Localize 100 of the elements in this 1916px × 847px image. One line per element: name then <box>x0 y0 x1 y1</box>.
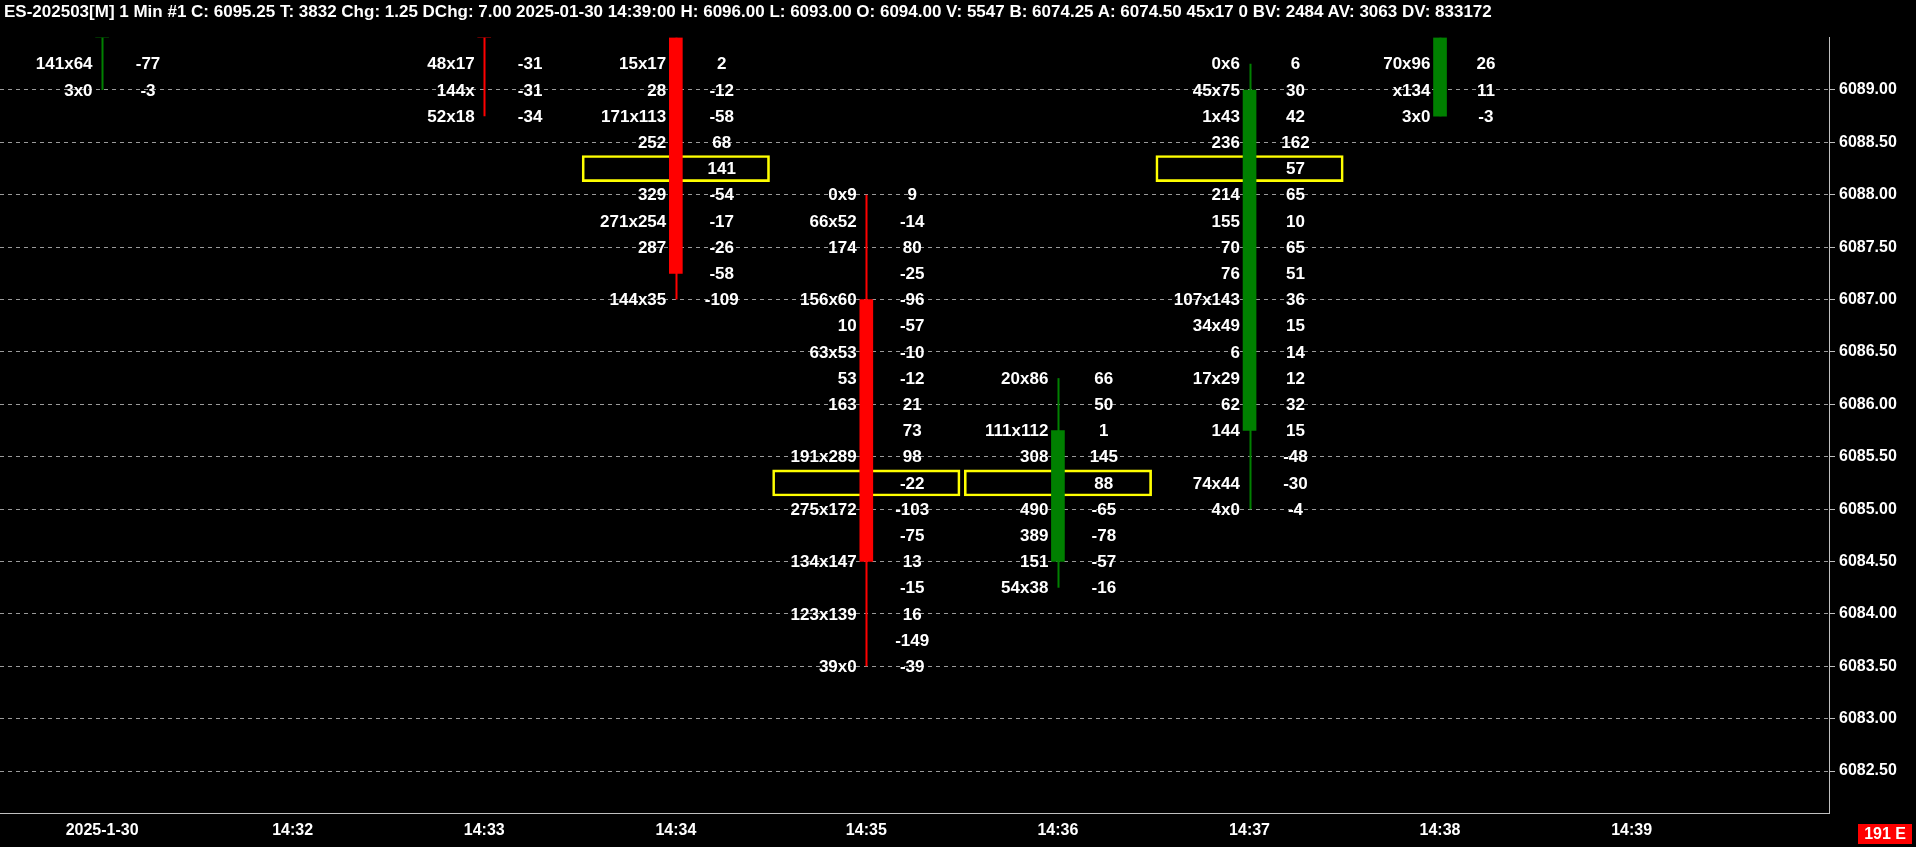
annotation: -16 <box>1091 578 1117 598</box>
annotation: 287 <box>637 237 667 257</box>
annotation: -78 <box>1091 526 1117 546</box>
annotation: 48x17 <box>427 54 475 74</box>
annotation: -109 <box>704 290 739 310</box>
annotation: 65 <box>1285 185 1305 205</box>
annotation: 70x96 <box>1383 54 1431 74</box>
annotation: 15 <box>1285 421 1305 441</box>
annotation: 171x113 <box>601 106 667 126</box>
chart-title: ES-202503[M] 1 Min #1 C: 6095.25 T: 3832 Chg: 1.25 DChg: 7.00 2025-01-30 14:39:00 H: 6096.00 L: 6093.00 O: 6094.00 V: 5547 B: 6074.25 A: 6074.50 45x17 0 BV: 2484 AV: 3063 DV: 833172 <box>3 1 1492 23</box>
annotation: -58 <box>709 106 735 126</box>
annotation: 98 <box>902 447 922 467</box>
annotation: 88 <box>1094 473 1114 493</box>
annotation: 107x143 <box>1173 290 1240 310</box>
annotation: 15x17 <box>618 54 667 74</box>
annotation: -58 <box>709 264 735 284</box>
annotation: 50 <box>1094 395 1114 415</box>
annotation: 162 <box>1281 133 1310 153</box>
annotation: 111x112 <box>984 421 1049 441</box>
text: 191 E <box>1858 824 1912 844</box>
annotation: -3 <box>140 80 156 100</box>
annotation: 16 <box>902 604 922 624</box>
annotation: -54 <box>709 185 735 205</box>
annotation: -48 <box>1283 447 1308 467</box>
annotation: -22 <box>899 473 925 493</box>
annotation: 1 <box>1099 421 1109 441</box>
y-tick-label: 6087.00 <box>1839 289 1897 307</box>
annotation: 54x38 <box>1001 578 1049 598</box>
annotation: 144x35 <box>609 290 667 310</box>
annotation: 236 <box>1211 133 1240 153</box>
annotation: 42 <box>1285 106 1305 126</box>
annotation: 329 <box>637 185 667 205</box>
annotation: -34 <box>517 106 543 126</box>
annotation: -57 <box>1091 552 1117 572</box>
annotation: -12 <box>709 80 735 100</box>
annotation: 144x <box>436 80 476 100</box>
annotation: 32 <box>1285 395 1305 415</box>
annotation: 141x64 <box>35 54 94 74</box>
annotation: 57 <box>1285 159 1305 179</box>
annotation: 74x44 <box>1192 473 1241 493</box>
x-tick-label: 14:36 <box>1037 821 1079 839</box>
annotation: 15 <box>1285 316 1305 336</box>
annotation: 271x254 <box>600 211 667 231</box>
annotation: 490 <box>1019 499 1049 519</box>
annotation: -75 <box>899 526 925 546</box>
annotation: 151 <box>1019 552 1049 572</box>
annotation: -31 <box>517 80 543 100</box>
annotation: 62 <box>1221 395 1240 415</box>
annotation: 6 <box>1230 342 1240 362</box>
annotation: 3x0 <box>1402 106 1431 126</box>
annotation: 20x86 <box>1001 368 1049 388</box>
annotation: -96 <box>899 290 925 310</box>
y-tick-label: 6088.00 <box>1839 185 1897 203</box>
annotation: 214 <box>1211 185 1241 205</box>
annotation: 45x75 <box>1192 80 1240 100</box>
annotation: 28 <box>647 80 667 100</box>
annotation: 1x43 <box>1202 106 1240 126</box>
annotation: 134x147 <box>790 552 857 572</box>
annotation: -15 <box>899 578 925 598</box>
annotation: -149 <box>895 630 930 650</box>
annotation: 275x172 <box>790 499 857 519</box>
annotation: 11 <box>1476 80 1495 100</box>
annotation: 0x6 <box>1211 54 1240 74</box>
x-tick-label: 14:34 <box>655 821 697 839</box>
annotation: 26 <box>1476 54 1496 74</box>
annotation: 21 <box>902 395 922 415</box>
annotation: 4x0 <box>1211 499 1240 519</box>
y-tick-label: 6084.50 <box>1839 551 1897 569</box>
annotation: 389 <box>1019 526 1049 546</box>
annotation: 80 <box>902 237 922 257</box>
annotation: 34x49 <box>1192 316 1240 336</box>
y-tick-label: 6083.00 <box>1839 709 1897 727</box>
annotation: 141 <box>707 159 736 179</box>
annotation: 51 <box>1285 264 1305 284</box>
y-tick-label: 6086.50 <box>1839 342 1897 360</box>
annotation: 252 <box>637 133 667 153</box>
annotation: 12 <box>1285 368 1305 388</box>
annotation: 155 <box>1211 211 1240 231</box>
annotation: 144 <box>1211 421 1241 441</box>
annotation: 52x18 <box>427 106 475 126</box>
annotation: -25 <box>899 264 925 284</box>
annotation: 2 <box>717 54 727 74</box>
annotation: 17x29 <box>1192 368 1240 388</box>
annotation: 39x0 <box>818 656 857 676</box>
x-tick-label: 14:39 <box>1611 821 1653 839</box>
annotation: 9 <box>907 185 917 205</box>
annotation: 156x60 <box>800 290 857 310</box>
annotation: -3 <box>1478 106 1494 126</box>
x-tick-label: 14:38 <box>1419 821 1461 839</box>
annotation: -103 <box>895 499 930 519</box>
annotation: 65 <box>1285 237 1305 257</box>
y-tick-label: 6086.00 <box>1839 394 1897 412</box>
y-tick-label: 6085.50 <box>1839 447 1897 465</box>
annotation: 308 <box>1019 447 1049 467</box>
x-tick-label: 14:33 <box>463 821 505 839</box>
annotation: -14 <box>899 211 926 231</box>
annotation: 36 <box>1285 290 1305 310</box>
annotation: 30 <box>1285 80 1305 100</box>
annotation: 68 <box>712 133 732 153</box>
annotation: 63x53 <box>809 342 857 362</box>
